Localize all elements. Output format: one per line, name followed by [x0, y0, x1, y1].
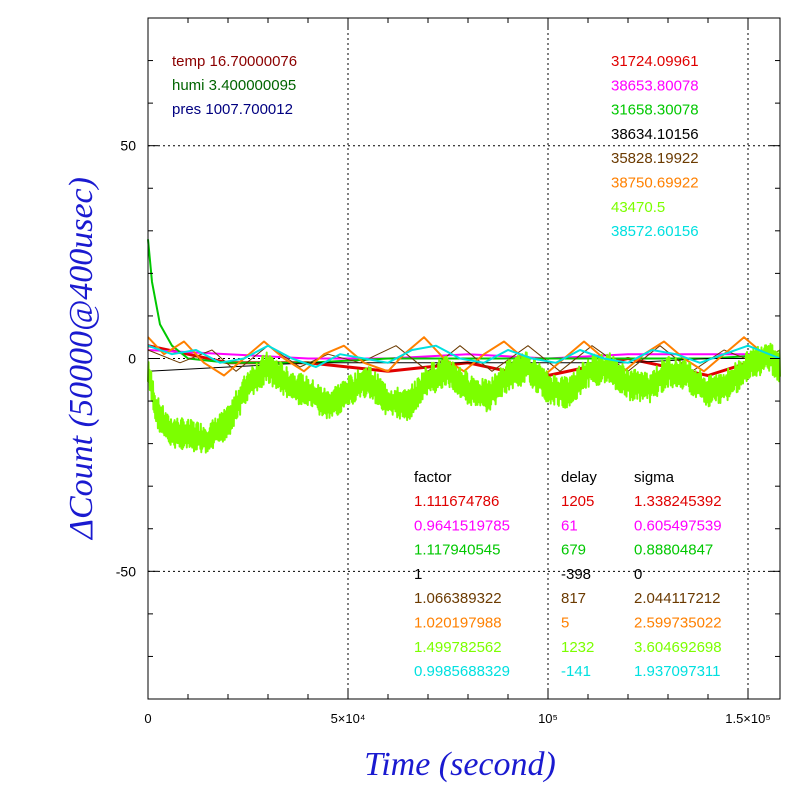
axis-ticks [148, 18, 780, 699]
table-cell: 2.044117212 [634, 590, 720, 607]
table-cell: 0.9641519785 [414, 517, 510, 534]
table-cell: 1.020197988 [414, 615, 502, 632]
table-cell: 0.605497539 [634, 517, 722, 534]
table-cell: -141 [561, 663, 591, 680]
series-line-6 [147, 342, 781, 454]
table-cell: 1.937097311 [634, 663, 720, 680]
table-cell: 679 [561, 542, 586, 559]
mean-value: 31724.09961 [611, 53, 699, 70]
table-cell: 1.117940545 [414, 542, 500, 559]
table-header: delay [561, 469, 597, 486]
table-cell: 1.111674786 [414, 493, 499, 510]
table-cell: 1 [414, 566, 422, 583]
table-header: sigma [634, 469, 675, 486]
table-cell: 0.9985688329 [414, 663, 510, 680]
parameter-table: factor delay sigma 1.111674786 1205 1.3382453… [414, 469, 722, 680]
table-cell: 0.88804847 [634, 542, 713, 559]
mean-value: 38572.60156 [611, 223, 699, 240]
series-line-3 [147, 358, 780, 372]
table-header: factor [414, 469, 452, 486]
x-tick-label: 0 [144, 711, 151, 726]
table-cell: 3.604692698 [634, 639, 722, 656]
x-tick-label: 1.5×10⁵ [725, 711, 771, 726]
y-tick-label: 0 [128, 351, 136, 367]
table-cell: 0 [634, 566, 642, 583]
table-cell: 1.338245392 [634, 493, 722, 510]
table-cell: -398 [561, 566, 591, 583]
env-reading: humi 3.400000095 [172, 77, 296, 94]
series-line-5 [147, 336, 781, 377]
y-axis-label: ΔCount (50000@400usec) [63, 177, 100, 541]
mean-value: 31658.30078 [611, 102, 699, 119]
x-axis-label: Time (second) [364, 746, 556, 783]
env-reading: pres 1007.700012 [172, 101, 293, 118]
mean-value: 38750.69922 [611, 175, 699, 192]
table-cell: 1205 [561, 493, 594, 510]
series-group [147, 239, 781, 454]
mean-value: 38634.10156 [611, 126, 699, 143]
table-cell: 1.066389322 [414, 590, 502, 607]
mean-value: 43470.5 [611, 199, 665, 216]
means-legend: 31724.09961 38653.80078 31658.30078 38634.1… [611, 53, 699, 240]
series-line-1 [147, 349, 780, 360]
y-tick-label: 50 [120, 138, 136, 154]
mean-value: 35828.19922 [611, 150, 699, 167]
env-reading: temp 16.70000076 [172, 53, 297, 70]
table-cell: 2.599735022 [634, 615, 722, 632]
table-cell: 61 [561, 517, 578, 534]
y-tick-label: -50 [116, 563, 136, 579]
table-cell: 1.499782562 [414, 639, 502, 656]
table-cell: 5 [561, 615, 569, 632]
table-cell: 1232 [561, 639, 594, 656]
x-tick-label: 10⁵ [538, 711, 558, 726]
series-line-7 [147, 344, 781, 368]
mean-value: 38653.80078 [611, 77, 699, 94]
x-tick-label: 5×10⁴ [331, 711, 366, 726]
table-cell: 817 [561, 590, 586, 607]
environment-legend: temp 16.70000076 humi 3.400000095 pres 100… [172, 53, 297, 118]
series-line-4 [147, 345, 781, 372]
